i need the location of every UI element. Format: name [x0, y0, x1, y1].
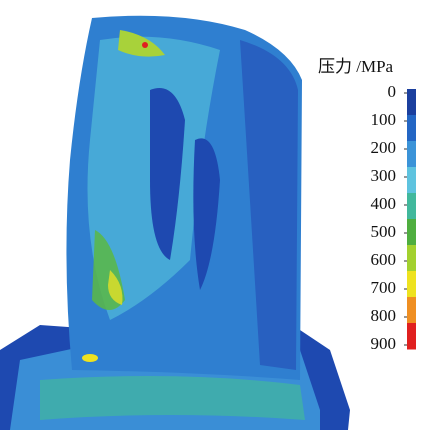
tick-label: 300: [371, 166, 397, 185]
tick-label: 200: [371, 138, 397, 157]
colorbar-segment: [407, 115, 416, 142]
colorbar-segment: [407, 219, 416, 246]
stress-hotspot: [142, 42, 148, 48]
tick-label: 0: [388, 82, 397, 101]
figure: 压力 /MPa 0 100 200 300 400 500 600 700 800 900: [0, 0, 426, 430]
blade-model: [0, 16, 350, 430]
colorbar-segment: [407, 89, 416, 116]
colorbar-segment: [407, 245, 416, 272]
colorbar-segment: [407, 193, 416, 220]
colorbar-segment: [407, 271, 416, 298]
colorbar-segment: [407, 167, 416, 194]
tick-label: 400: [371, 194, 397, 213]
page: 压力 /MPa 0100200300400500600700800900 (()…: [0, 0, 426, 430]
tick-label: 900: [371, 334, 397, 353]
tick-label: 600: [371, 250, 397, 269]
colorbar-segment: [407, 297, 416, 324]
legend-title: 压力 /MPa: [318, 57, 394, 76]
tick-label: 100: [371, 110, 397, 129]
stress-region: [40, 376, 305, 420]
colorbar: 0 100 200 300 400 500 600 700 800 900: [371, 82, 417, 353]
stress-hotspot: [82, 354, 98, 362]
colorbar-segment: [407, 323, 416, 350]
tick-label: 500: [371, 222, 397, 241]
tick-label: 800: [371, 306, 397, 325]
tick-label: 700: [371, 278, 397, 297]
colorbar-segment: [407, 141, 416, 168]
